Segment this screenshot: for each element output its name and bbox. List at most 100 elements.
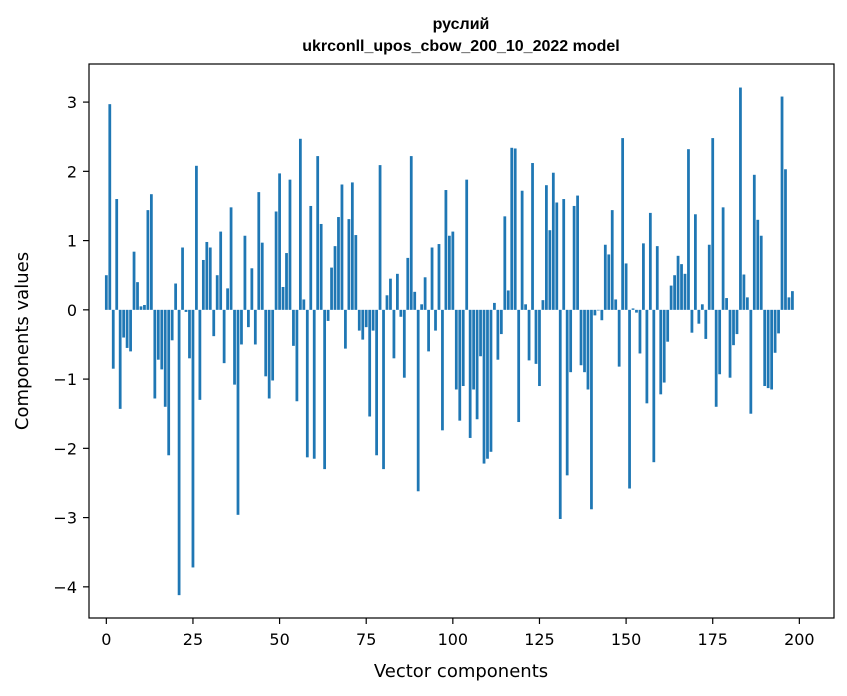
bar-59 [309, 205, 313, 310]
bar-92 [423, 277, 427, 310]
y-axis-label: Components values [12, 252, 33, 430]
bar-185 [745, 297, 749, 310]
bar-127 [545, 185, 548, 310]
bar-164 [673, 275, 676, 310]
bar-186 [749, 309, 753, 414]
bar-87 [406, 257, 410, 310]
bar-117 [510, 147, 514, 310]
bar-44 [257, 192, 261, 310]
bar-197 [787, 297, 791, 310]
bar-58 [305, 309, 309, 458]
bar-123 [531, 163, 534, 310]
bar-151 [628, 309, 631, 489]
x-tick-label: 125 [524, 630, 555, 649]
bar-0 [104, 275, 108, 310]
bar-39 [240, 309, 243, 345]
bar-113 [496, 309, 500, 360]
bar-1 [108, 104, 112, 310]
bar-105 [468, 309, 472, 438]
bar-54 [292, 309, 295, 346]
x-tick-label: 200 [784, 630, 815, 649]
bar-183 [739, 87, 742, 310]
bar-112 [493, 302, 496, 310]
x-tick-label: 150 [611, 630, 642, 649]
bar-88 [409, 156, 413, 310]
y-tick-label: −4 [53, 578, 77, 597]
bar-56 [298, 138, 302, 310]
bar-69 [344, 309, 347, 349]
bar-16 [160, 309, 164, 370]
x-axis-label: Vector components [374, 661, 548, 682]
bar-140 [590, 309, 593, 510]
bar-114 [499, 309, 503, 335]
bar-180 [728, 309, 732, 378]
y-tick-label: −1 [53, 370, 77, 389]
bar-79 [378, 165, 382, 310]
bar-67 [337, 217, 340, 310]
bar-45 [260, 242, 264, 310]
bar-77 [371, 309, 375, 331]
bar-23 [184, 309, 188, 312]
bar-119 [517, 309, 521, 423]
bar-22 [181, 247, 184, 310]
bar-146 [610, 210, 614, 310]
bar-133 [565, 309, 569, 476]
bar-166 [680, 264, 683, 310]
bar-52 [285, 253, 288, 310]
bar-130 [555, 202, 559, 310]
bar-148 [617, 309, 621, 367]
bar-135 [572, 205, 576, 310]
bar-124 [534, 309, 538, 364]
bar-72 [354, 235, 358, 310]
bar-13 [149, 194, 153, 310]
bar-20 [174, 283, 178, 310]
bar-10 [139, 306, 143, 310]
bar-29 [205, 241, 209, 310]
bar-175 [711, 138, 715, 310]
bar-109 [482, 309, 486, 464]
bar-157 [648, 212, 652, 310]
bar-103 [461, 309, 465, 387]
y-tick-label: 0 [67, 301, 77, 320]
bar-126 [541, 300, 545, 310]
bar-160 [659, 309, 663, 395]
bar-35 [226, 288, 229, 310]
bar-42 [250, 268, 254, 310]
bar-71 [350, 182, 354, 310]
bar-95 [434, 309, 437, 331]
bar-28 [201, 259, 205, 310]
bar-128 [548, 230, 552, 310]
bar-24 [188, 309, 191, 359]
bar-108 [479, 309, 482, 357]
bar-61 [316, 156, 320, 310]
bar-46 [264, 309, 268, 377]
bar-196 [784, 169, 787, 310]
bar-14 [153, 309, 157, 399]
bar-116 [506, 290, 510, 310]
bar-78 [375, 309, 378, 456]
bar-94 [430, 247, 434, 310]
bar-155 [642, 243, 645, 310]
bar-26 [195, 165, 198, 310]
bar-182 [735, 309, 739, 335]
bar-98 [444, 190, 448, 310]
bar-6 [125, 309, 129, 348]
bar-195 [780, 96, 784, 310]
bar-81 [385, 295, 389, 310]
bar-150 [624, 263, 628, 310]
bar-198 [791, 291, 794, 310]
bar-99 [447, 235, 451, 310]
bar-85 [399, 309, 403, 317]
bar-172 [700, 304, 704, 310]
bar-107 [475, 309, 479, 420]
bar-47 [267, 309, 271, 399]
bar-86 [402, 309, 406, 378]
bar-147 [614, 299, 618, 310]
bar-34 [222, 309, 226, 364]
bar-55 [295, 309, 299, 402]
bar-161 [662, 309, 666, 383]
bar-125 [538, 309, 541, 387]
bar-144 [603, 244, 607, 310]
bar-91 [420, 304, 424, 310]
